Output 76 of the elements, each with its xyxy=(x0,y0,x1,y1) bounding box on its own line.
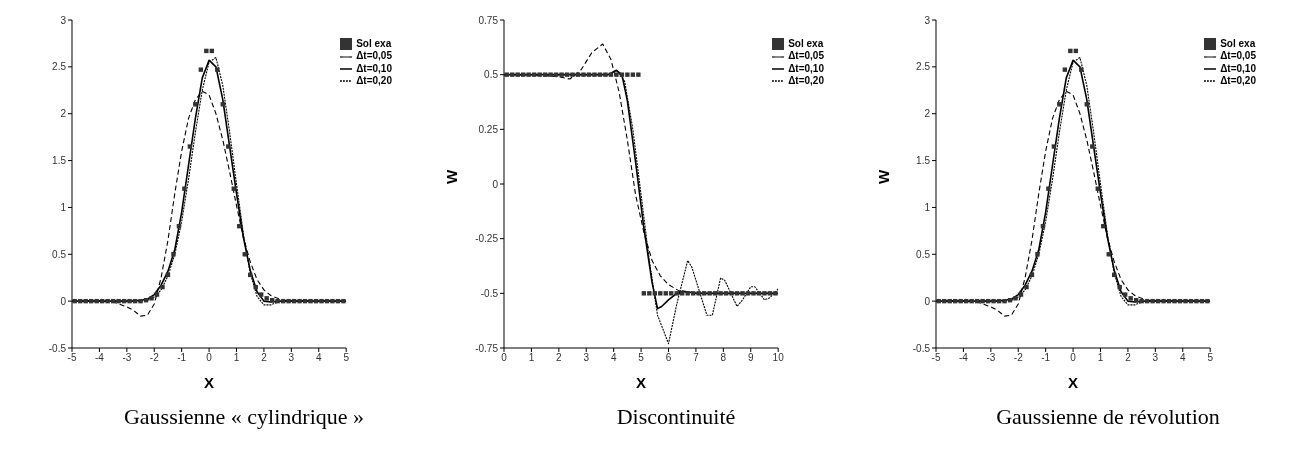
x-tick-label: -3 xyxy=(122,352,132,364)
legend-label: Δt=0,10 xyxy=(1220,62,1256,74)
x-tick-label: 1 xyxy=(1097,352,1104,364)
x-tick-label: 5 xyxy=(1207,352,1214,364)
y-tick-label: 1 xyxy=(924,201,931,213)
x-tick-label: 5 xyxy=(638,352,645,364)
legend-label: Sol exa xyxy=(1220,38,1256,49)
y-tick-label: 0.5 xyxy=(52,248,67,260)
y-tick-label: 1 xyxy=(60,201,67,213)
x-tick-label: 4 xyxy=(1179,352,1186,364)
x-tick-label: -1 xyxy=(177,352,187,364)
legend-label: Δt=0,20 xyxy=(788,75,824,87)
legend-label: Δt=0,10 xyxy=(788,62,824,74)
x-tick-label: 6 xyxy=(665,352,672,364)
x-tick-label: -2 xyxy=(1013,352,1024,364)
x-axis-title: X xyxy=(1068,374,1079,391)
y-tick-label: 0 xyxy=(924,295,931,307)
legend-label: Δt=0,05 xyxy=(1220,50,1256,62)
y-tick-label: -0.5 xyxy=(480,287,499,299)
y-tick-label: -0.25 xyxy=(475,233,499,245)
y-tick-label: 0.5 xyxy=(916,248,931,260)
text: Gaussienne de révolution xyxy=(995,404,1221,430)
x-tick-label: 3 xyxy=(1152,352,1159,364)
legend-label: Δt=0,10 xyxy=(356,62,392,74)
y-tick-label: 3 xyxy=(924,14,931,26)
x-tick-label: -5 xyxy=(67,352,77,364)
x-tick-label: 2 xyxy=(556,352,563,364)
y-tick-label: 0.25 xyxy=(478,123,499,135)
legend-label: Δt=0,05 xyxy=(356,50,392,62)
x-tick-label: 2 xyxy=(1125,352,1132,364)
y-tick-label: 2 xyxy=(60,108,67,120)
y-tick-label: 2.5 xyxy=(916,61,931,73)
legend-label: Δt=0,20 xyxy=(1220,75,1256,87)
x-tick-label: 8 xyxy=(720,352,727,364)
x-tick-label: -1 xyxy=(1041,352,1051,364)
x-tick-label: 3 xyxy=(288,352,295,364)
x-tick-label: 3 xyxy=(583,352,590,364)
x-tick-label: 1 xyxy=(528,352,535,364)
x-tick-label: 2 xyxy=(261,352,268,364)
x-tick-label: -2 xyxy=(149,352,160,364)
x-axis-title: X xyxy=(204,374,215,391)
x-tick-label: -5 xyxy=(931,352,941,364)
y-tick-label: 2.5 xyxy=(52,61,67,73)
text: Discontinuité xyxy=(615,404,737,430)
y-tick-label: 0.75 xyxy=(478,14,499,26)
y-tick-label: -0.5 xyxy=(912,342,931,354)
x-tick-label: 0 xyxy=(501,352,508,364)
legend-label: Sol exa xyxy=(788,38,824,49)
y-tick-label: 1.5 xyxy=(916,155,931,167)
y-tick-label: 3 xyxy=(60,14,67,26)
y-tick-label: -0.75 xyxy=(475,342,499,354)
x-tick-label: 0 xyxy=(1070,352,1077,364)
y-tick-label: -0.5 xyxy=(48,342,67,354)
x-tick-label: 9 xyxy=(747,352,754,364)
y-axis-title: W xyxy=(443,169,461,184)
y-tick-label: 0.5 xyxy=(484,69,499,81)
y-tick-label: 1.5 xyxy=(52,155,67,167)
y-tick-label: 0 xyxy=(60,295,67,307)
x-tick-label: 5 xyxy=(343,352,350,364)
x-tick-label: 10 xyxy=(772,352,785,364)
x-tick-label: -4 xyxy=(958,352,969,364)
legend-label: Δt=0,20 xyxy=(356,75,392,87)
x-tick-label: -4 xyxy=(94,352,105,364)
x-tick-label: 4 xyxy=(315,352,322,364)
legend-label: Δt=0,05 xyxy=(788,50,824,62)
x-tick-label: 4 xyxy=(610,352,617,364)
legend-label: Sol exa xyxy=(356,38,392,49)
x-axis-title: X xyxy=(636,374,647,391)
x-tick-label: 7 xyxy=(693,352,700,364)
x-tick-label: -3 xyxy=(986,352,996,364)
y-axis-title: W xyxy=(875,169,893,184)
x-tick-label: 1 xyxy=(233,352,240,364)
y-tick-label: 0 xyxy=(492,178,499,190)
y-tick-label: 2 xyxy=(924,108,931,120)
text: Gaussienne « cylindrique » xyxy=(122,404,366,430)
x-tick-label: 0 xyxy=(206,352,213,364)
